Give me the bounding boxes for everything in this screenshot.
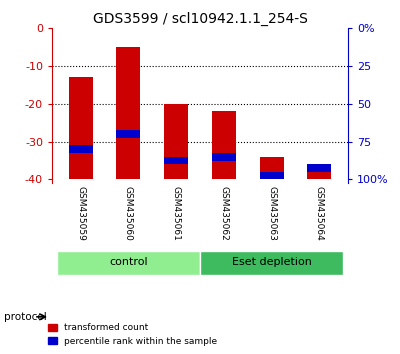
Bar — [69, 145, 92, 153]
Bar — [69, 78, 92, 179]
Text: GSM435063: GSM435063 — [267, 187, 276, 241]
Bar — [260, 172, 284, 179]
Text: control: control — [109, 257, 148, 267]
Bar — [164, 104, 188, 179]
FancyBboxPatch shape — [57, 251, 200, 275]
Text: GSM435059: GSM435059 — [76, 187, 85, 241]
Bar — [308, 164, 331, 172]
Text: GSM435061: GSM435061 — [172, 187, 181, 241]
Text: protocol: protocol — [4, 312, 47, 322]
Bar — [212, 153, 236, 160]
Text: GSM435062: GSM435062 — [219, 187, 228, 241]
Title: GDS3599 / scl10942.1.1_254-S: GDS3599 / scl10942.1.1_254-S — [92, 12, 308, 26]
Bar — [260, 157, 284, 179]
Bar — [212, 112, 236, 179]
Bar — [116, 130, 140, 138]
Text: GSM435064: GSM435064 — [315, 187, 324, 241]
Bar — [308, 172, 331, 179]
Legend: transformed count, percentile rank within the sample: transformed count, percentile rank withi… — [44, 320, 221, 349]
Text: Eset depletion: Eset depletion — [232, 257, 312, 267]
FancyBboxPatch shape — [200, 251, 343, 275]
Bar — [116, 47, 140, 179]
Text: GSM435060: GSM435060 — [124, 187, 133, 241]
Bar — [164, 157, 188, 164]
